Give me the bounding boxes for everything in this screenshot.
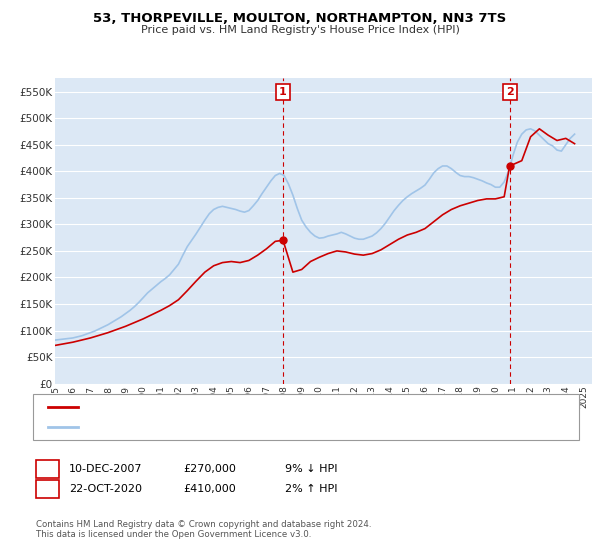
Text: 9% ↓ HPI: 9% ↓ HPI	[285, 464, 337, 474]
Text: 2: 2	[506, 87, 514, 97]
Text: Price paid vs. HM Land Registry's House Price Index (HPI): Price paid vs. HM Land Registry's House …	[140, 25, 460, 35]
Text: 22-OCT-2020: 22-OCT-2020	[69, 484, 142, 494]
Text: 53, THORPEVILLE, MOULTON, NORTHAMPTON, NN3 7TS: 53, THORPEVILLE, MOULTON, NORTHAMPTON, N…	[94, 12, 506, 25]
Text: 1: 1	[44, 464, 51, 474]
Text: 53, THORPEVILLE, MOULTON, NORTHAMPTON, NN3 7TS (detached house): 53, THORPEVILLE, MOULTON, NORTHAMPTON, N…	[87, 402, 453, 412]
Text: 10-DEC-2007: 10-DEC-2007	[69, 464, 143, 474]
Text: 2% ↑ HPI: 2% ↑ HPI	[285, 484, 337, 494]
Text: £410,000: £410,000	[183, 484, 236, 494]
Text: Contains HM Land Registry data © Crown copyright and database right 2024.
This d: Contains HM Land Registry data © Crown c…	[36, 520, 371, 539]
Text: 1: 1	[279, 87, 287, 97]
Text: £270,000: £270,000	[183, 464, 236, 474]
Text: HPI: Average price, detached house, West Northamptonshire: HPI: Average price, detached house, West…	[87, 422, 389, 432]
Text: 2: 2	[44, 484, 51, 494]
